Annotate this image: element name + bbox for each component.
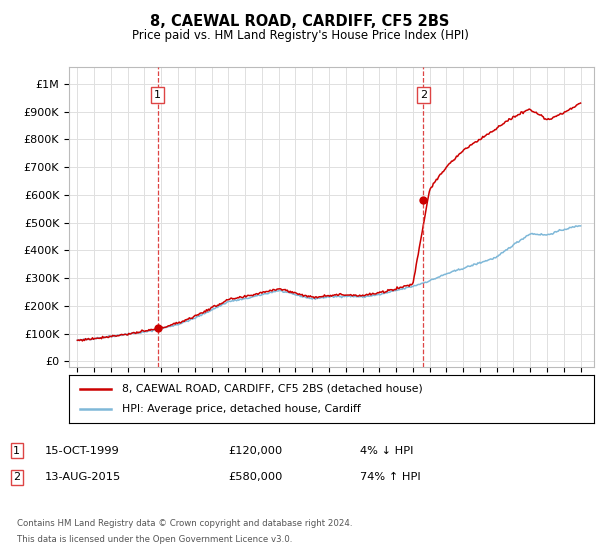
Text: 15-OCT-1999: 15-OCT-1999 [45, 446, 120, 456]
Text: Contains HM Land Registry data © Crown copyright and database right 2024.: Contains HM Land Registry data © Crown c… [17, 519, 352, 528]
Text: £580,000: £580,000 [228, 472, 283, 482]
Text: 8, CAEWAL ROAD, CARDIFF, CF5 2BS: 8, CAEWAL ROAD, CARDIFF, CF5 2BS [151, 14, 449, 29]
Text: HPI: Average price, detached house, Cardiff: HPI: Average price, detached house, Card… [121, 404, 360, 414]
Text: 4% ↓ HPI: 4% ↓ HPI [360, 446, 413, 456]
Text: 13-AUG-2015: 13-AUG-2015 [45, 472, 121, 482]
Text: 1: 1 [154, 90, 161, 100]
Text: 1: 1 [13, 446, 20, 456]
Text: 2: 2 [13, 472, 20, 482]
Text: 8, CAEWAL ROAD, CARDIFF, CF5 2BS (detached house): 8, CAEWAL ROAD, CARDIFF, CF5 2BS (detach… [121, 384, 422, 394]
Text: 2: 2 [419, 90, 427, 100]
Text: Price paid vs. HM Land Registry's House Price Index (HPI): Price paid vs. HM Land Registry's House … [131, 29, 469, 42]
Text: This data is licensed under the Open Government Licence v3.0.: This data is licensed under the Open Gov… [17, 535, 292, 544]
Text: 74% ↑ HPI: 74% ↑ HPI [360, 472, 421, 482]
Text: £120,000: £120,000 [228, 446, 282, 456]
